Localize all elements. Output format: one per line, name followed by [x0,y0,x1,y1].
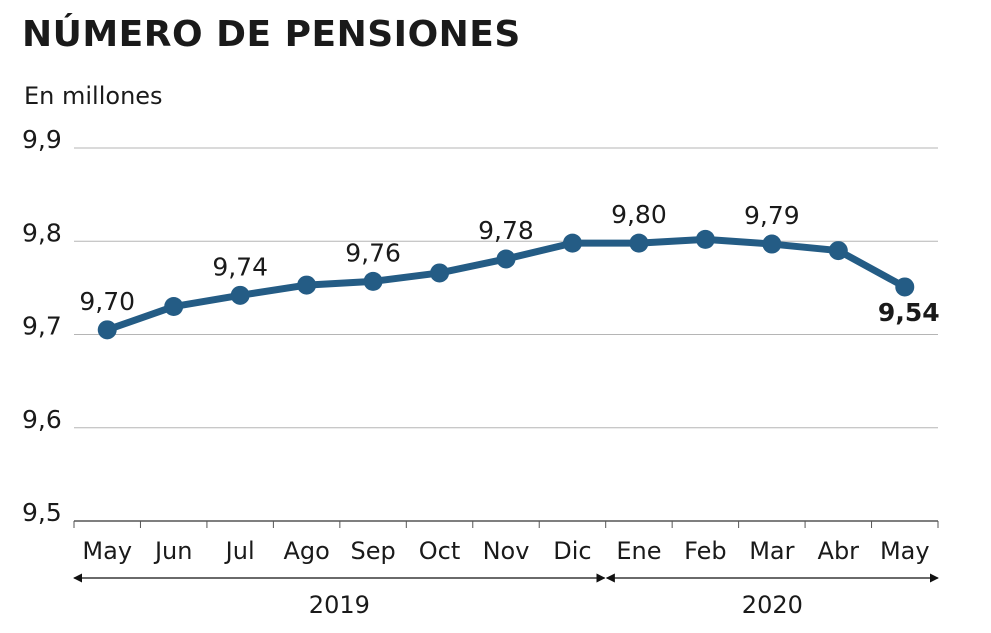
x-tick-label: Abr [818,537,860,565]
year-brackets: 2019 2020 [73,573,939,619]
y-tick-label: 9,7 [22,312,62,341]
data-point [496,249,516,269]
x-tick-label: Dic [553,537,591,565]
x-tick-label: Oct [419,537,461,565]
x-tick-label: Sep [350,537,395,565]
data-point [695,229,715,249]
year-label: 2020 [742,591,803,619]
chart-title: NÚMERO DE PENSIONES [22,14,521,55]
x-tick-label: May [82,537,132,565]
x-tick-label: Mar [749,537,794,565]
x-tick-label: Ago [283,537,329,565]
data-label: 9,74 [212,252,268,281]
data-point [762,234,782,254]
data-label: 9,76 [345,238,401,267]
data-point [230,285,250,305]
gridlines [74,147,938,522]
data-labels: 9,70 9,74 9,76 9,78 9,80 9,79 9,54 [79,200,939,327]
data-label: 9,54 [878,298,940,327]
x-tick-label: Feb [684,537,727,565]
data-point [430,263,450,283]
data-point [895,277,915,297]
data-label: 9,79 [744,201,800,230]
series-group [97,229,915,340]
y-tick-label: 9,8 [22,218,62,247]
data-point [164,297,184,317]
x-tick-label: Nov [483,537,530,565]
y-tick-label: 9,5 [22,498,62,527]
x-tick-label: Jul [224,537,255,565]
data-point [363,271,383,291]
data-point [629,233,649,253]
x-tick-label: Jun [153,537,193,565]
year-label: 2019 [309,591,370,619]
data-label: 9,70 [79,287,135,316]
data-point [828,241,848,261]
data-point [297,275,317,295]
y-tick-label: 9,9 [22,125,62,154]
y-tick-label: 9,6 [22,405,62,434]
x-axis: May Jun Jul Ago Sep Oct Nov Dic Ene Feb Mar Abr May [73,521,939,565]
data-point [562,233,582,253]
chart-subtitle: En millones [24,82,163,110]
data-label: 9,80 [611,200,667,229]
x-tick-label: Ene [616,537,661,565]
y-axis-ticks: 9,9 9,8 9,7 9,6 9,5 [22,125,62,527]
data-point [97,320,117,340]
x-tick-label: May [880,537,930,565]
data-label: 9,78 [478,216,534,245]
